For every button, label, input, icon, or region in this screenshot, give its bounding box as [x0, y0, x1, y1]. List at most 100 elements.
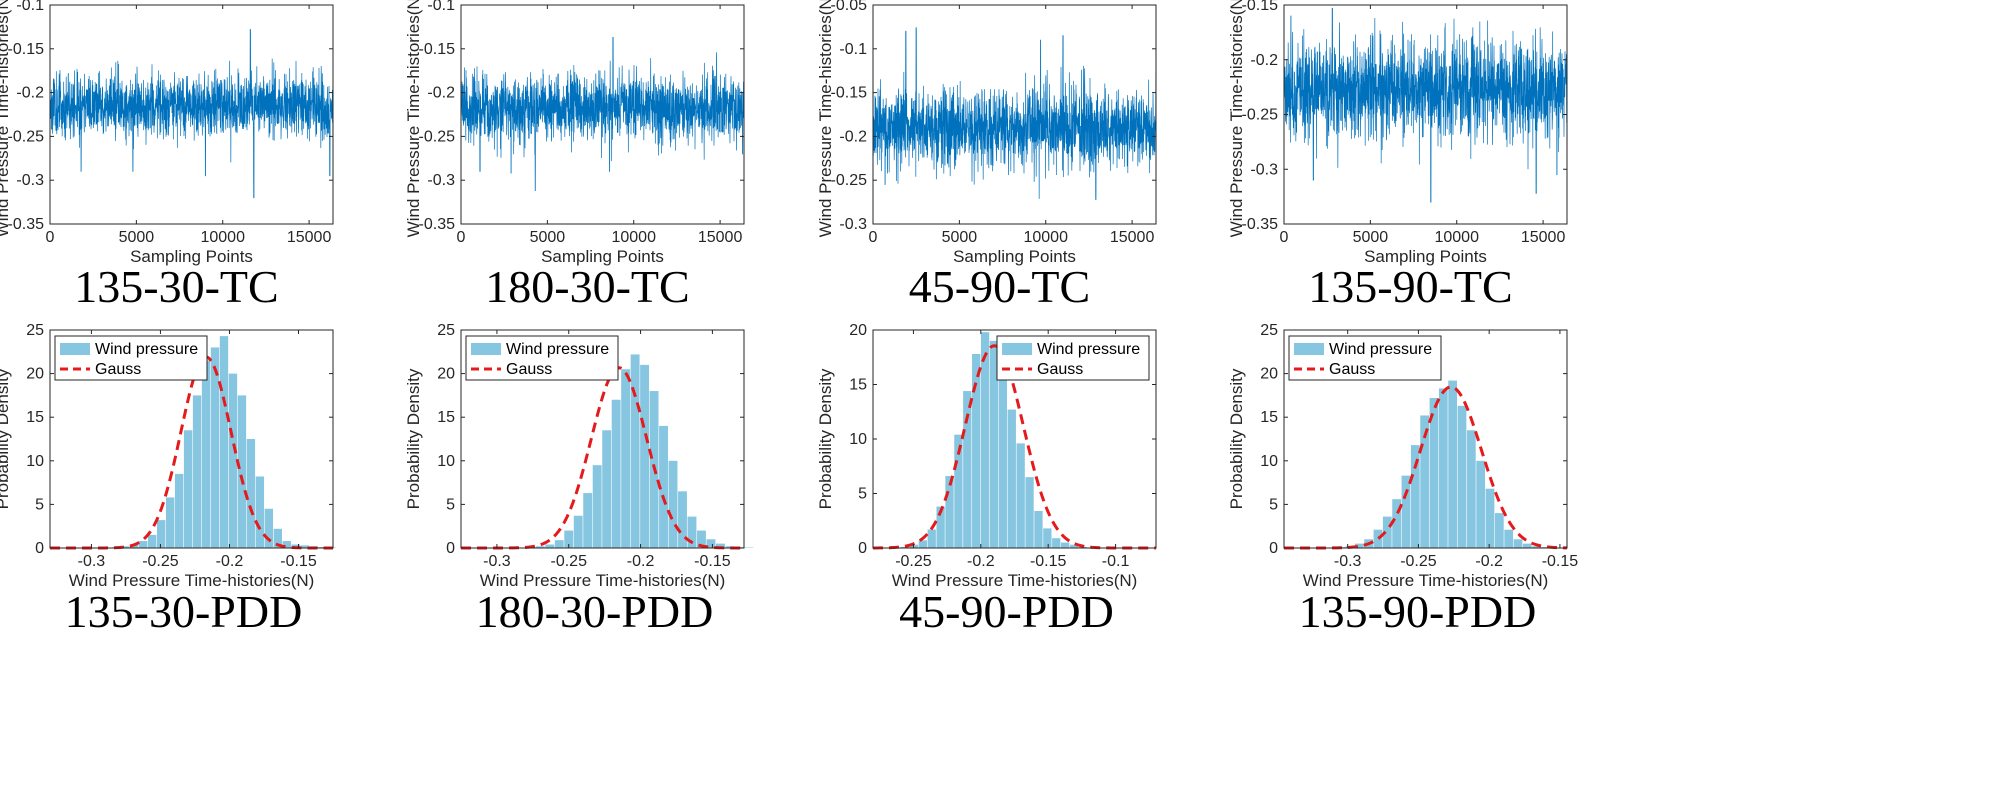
x-tick-label: -0.2	[1475, 553, 1503, 570]
histogram-bar	[989, 340, 999, 548]
x-tick-label: -0.2	[967, 553, 995, 570]
histogram-bar	[165, 497, 175, 548]
y-tick-label: -0.05	[831, 0, 868, 14]
y-tick-label: -0.35	[1242, 216, 1279, 233]
y-tick-label: 5	[35, 496, 44, 513]
histogram-bar	[1052, 538, 1061, 548]
histogram-bar	[183, 430, 193, 548]
x-tick-label: 0	[46, 229, 55, 246]
histogram-bar	[535, 546, 545, 548]
x-tick-label: 15000	[1521, 229, 1566, 246]
histogram-bar	[725, 546, 735, 548]
ts3-panel: 0 5000 10000 15000 -0.3 -0.25 -0.2 -0.15 -0.1 -0.…	[816, 0, 1157, 312]
series-line-wind-pressure	[1283, 7, 1568, 203]
legend-label-wind-pressure: Wind pressure	[1037, 341, 1140, 358]
y-tick-label: -0.15	[1242, 0, 1279, 14]
histogram-bar	[583, 493, 593, 548]
panel-caption: 135-30-TC	[74, 261, 278, 312]
y-tick-label: -0.1	[839, 41, 867, 58]
histogram-bar	[1504, 529, 1514, 548]
x-tick-label: 10000	[1434, 229, 1479, 246]
x-tick-label: -0.15	[694, 553, 731, 570]
x-axis-label: Sampling Points	[1364, 247, 1487, 266]
y-axis-label: Wind Pressure Time-histories(N)	[1227, 0, 1246, 237]
ts1-panel: 0 5000 10000 15000 -0.35 -0.3 -0.25 -0.2 -0.15 -0…	[0, 0, 334, 312]
x-axis-label: Sampling Points	[541, 247, 664, 266]
x-tick-label: 5000	[1353, 229, 1389, 246]
histogram-bar	[1522, 543, 1532, 548]
y-axis-label: Probability Density	[816, 368, 835, 509]
histogram-bar	[148, 534, 157, 548]
y-tick-label: 5	[858, 486, 867, 503]
x-tick-label: 10000	[200, 229, 245, 246]
histogram-bar	[668, 460, 678, 548]
y-axis-label: Probability Density	[0, 368, 12, 509]
pdd2-panel: -0.3 -0.25 -0.2 -0.15 0 5 10 15 20 25 Wind Pressur…	[404, 322, 754, 637]
x-tick-label: -0.25	[551, 553, 588, 570]
legend-swatch-bar	[60, 343, 90, 355]
histogram-bar	[1392, 499, 1401, 548]
panel-caption: 180-30-PDD	[476, 586, 714, 637]
legend-swatch-bar	[1002, 343, 1032, 355]
gauss-fit-curve	[461, 366, 744, 550]
histogram-bar	[1016, 443, 1025, 548]
x-tick-label: 0	[869, 229, 878, 246]
histogram-bar	[174, 473, 184, 548]
y-tick-label: 20	[437, 366, 455, 383]
y-tick-label: 0	[446, 540, 455, 557]
histogram-bar	[1007, 409, 1016, 548]
y-tick-label: 15	[437, 409, 455, 426]
y-tick-label: 10	[26, 453, 44, 470]
y-tick-label: -0.25	[831, 172, 868, 189]
series-line-wind-pressure	[872, 27, 1157, 200]
histogram-bar	[573, 515, 583, 548]
legend-swatch-bar	[471, 343, 501, 355]
y-tick-label: -0.35	[419, 216, 456, 233]
panel-caption: 135-90-TC	[1308, 261, 1512, 312]
y-tick-label: 15	[849, 377, 867, 394]
y-axis-label: Wind Pressure Time-histories(N)	[0, 0, 12, 237]
x-tick-label: -0.15	[1030, 553, 1067, 570]
y-tick-label: -0.25	[8, 128, 45, 145]
x-tick-label: -0.1	[1102, 553, 1130, 570]
y-tick-label: 10	[437, 453, 455, 470]
histogram-bar	[1034, 510, 1043, 548]
panel-caption: 135-90-PDD	[1299, 586, 1537, 637]
x-tick-label: 5000	[119, 229, 155, 246]
histogram-bar	[678, 491, 687, 548]
histogram-bar	[1069, 544, 1079, 548]
legend: Wind pressure Gauss	[465, 335, 619, 381]
x-tick-label: -0.2	[216, 553, 244, 570]
histogram-bar	[697, 530, 706, 548]
y-axis-label: Wind Pressure Time-histories(N)	[816, 0, 835, 237]
y-tick-label: 0	[35, 540, 44, 557]
y-axis-label: Probability Density	[1227, 368, 1246, 509]
y-tick-label: -0.2	[839, 128, 867, 145]
legend-swatch-bar	[1294, 343, 1324, 355]
histogram-bar	[1476, 460, 1486, 548]
legend-label-wind-pressure: Wind pressure	[95, 341, 198, 358]
panel-caption: 45-90-TC	[909, 261, 1090, 312]
histogram-bar	[192, 395, 202, 548]
x-tick-label: -0.3	[483, 553, 511, 570]
y-tick-label: -0.1	[16, 0, 44, 14]
panel-caption: 180-30-TC	[485, 261, 689, 312]
x-tick-label: 15000	[287, 229, 332, 246]
histogram-bar	[602, 430, 612, 548]
x-tick-label: 5000	[942, 229, 978, 246]
x-tick-label: 15000	[1110, 229, 1155, 246]
y-tick-label: -0.15	[831, 85, 868, 102]
ts2-panel: 0 5000 10000 15000 -0.35 -0.3 -0.25 -0.2 -0.15 -0…	[404, 0, 745, 312]
y-tick-label: -0.3	[1250, 161, 1278, 178]
histogram-bar	[659, 425, 668, 548]
ts4-panel: 0 5000 10000 15000 -0.35 -0.3 -0.25 -0.2 -0.15 Sa…	[1227, 0, 1568, 312]
x-tick-label: -0.25	[895, 553, 932, 570]
histogram-bar	[1060, 542, 1070, 548]
y-tick-label: 0	[858, 540, 867, 557]
legend-label-gauss: Gauss	[1329, 361, 1375, 378]
y-tick-label: 25	[1260, 322, 1278, 339]
histogram-bar	[273, 528, 283, 548]
histogram-bar	[210, 347, 220, 548]
histogram-bar	[1448, 380, 1458, 548]
axes-box	[49, 4, 334, 225]
